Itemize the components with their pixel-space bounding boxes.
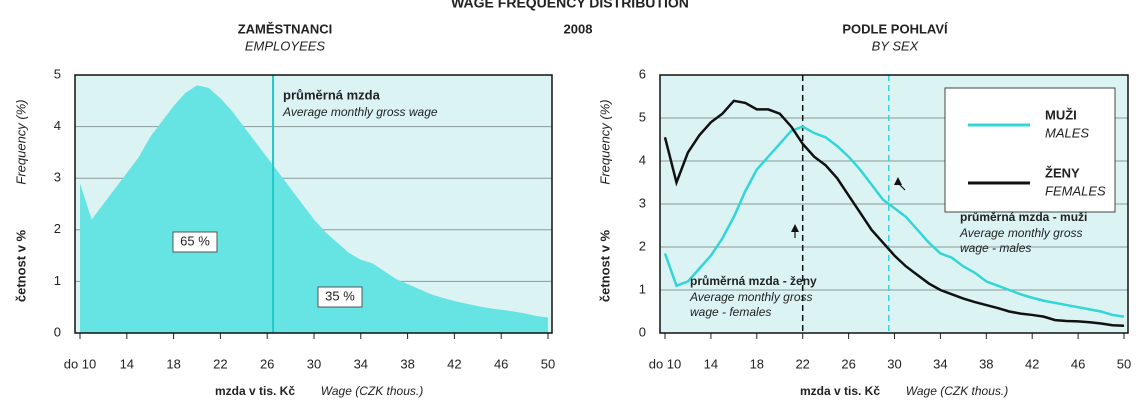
x-tick-label: 42 <box>447 356 461 371</box>
y-tick-label: 2 <box>54 221 61 236</box>
x-tick-label: 46 <box>494 356 508 371</box>
x-axis-label: mzda v tis. Kč <box>215 384 295 398</box>
chart-title: ZAMĚSTNANCI <box>238 21 333 36</box>
annotation-text: Average monthly gross <box>959 226 1083 240</box>
x-tick-label: 46 <box>1071 356 1085 371</box>
chart-subtitle: BY SEX <box>872 38 920 53</box>
x-tick-label: 26 <box>260 356 274 371</box>
annotation-text: wage - females <box>690 305 771 319</box>
legend-box <box>944 87 1116 213</box>
x-tick-label: 14 <box>704 356 718 371</box>
area <box>80 85 548 333</box>
y-axis-label-en: Frequency (%) <box>13 99 28 184</box>
annotation-text: Average monthly gross wage <box>282 105 438 119</box>
x-tick-label: 14 <box>120 356 134 371</box>
area-label-box <box>172 231 218 253</box>
x-axis-label: mzda v tis. Kč <box>800 384 880 398</box>
x-tick-label: 50 <box>1117 356 1131 371</box>
legend-label: ŽENY <box>1045 165 1080 180</box>
x-tick-label: 26 <box>841 356 855 371</box>
x-tick-label: 38 <box>400 356 414 371</box>
area-label-box <box>317 286 363 308</box>
x-tick-label: 22 <box>213 356 227 371</box>
legend-label: MUŽI <box>1045 107 1077 122</box>
x-tick-label: do 10 <box>649 356 682 371</box>
line <box>663 99 1125 327</box>
page-title: WAGE FREQUENCY DISTRIBUTION <box>451 0 689 11</box>
chart-subtitle: EMPLOYEES <box>245 38 326 53</box>
annotation-text: wage - males <box>960 241 1031 255</box>
y-axis-label: četnost v % <box>13 229 28 302</box>
annotation-arrowhead <box>791 224 799 232</box>
x-tick-label: 42 <box>1025 356 1039 371</box>
y-tick-label: 0 <box>639 324 646 339</box>
area-label: 35 % <box>325 288 355 303</box>
annotation-text: Average monthly gross <box>689 290 813 304</box>
line <box>663 125 1125 318</box>
y-tick-label: 0 <box>54 324 61 339</box>
plot-border <box>74 74 553 334</box>
y-tick-label: 3 <box>639 195 646 210</box>
y-tick-label: 1 <box>54 273 61 288</box>
x-tick-label: 34 <box>354 356 368 371</box>
annotation-title: průměrná mzda - muži <box>960 210 1087 224</box>
x-tick-label: do 10 <box>64 356 97 371</box>
chart-title: PODLE POHLAVÍ <box>842 21 948 36</box>
annotation-title: průměrná mzda <box>283 87 381 102</box>
annotation-arrowhead <box>894 177 902 185</box>
annotation-title: průměrná mzda - ženy <box>690 274 817 288</box>
y-tick-label: 1 <box>639 281 646 296</box>
y-tick-label: 4 <box>639 152 646 167</box>
legend-label: FEMALES <box>1045 183 1106 198</box>
x-axis-label-en: Wage (CZK thous.) <box>906 384 1008 398</box>
x-tick-label: 34 <box>933 356 947 371</box>
x-tick-label: 30 <box>887 356 901 371</box>
y-tick-label: 6 <box>639 66 646 81</box>
area-label: 65 % <box>180 233 210 248</box>
x-tick-label: 50 <box>541 356 555 371</box>
y-tick-label: 4 <box>54 118 61 133</box>
x-tick-label: 18 <box>166 356 180 371</box>
x-axis-label-en: Wage (CZK thous.) <box>321 384 423 398</box>
y-tick-label: 5 <box>639 109 646 124</box>
x-tick-label: 18 <box>750 356 764 371</box>
plot-border <box>659 74 1129 334</box>
y-tick-label: 5 <box>54 66 61 81</box>
x-tick-label: 38 <box>979 356 993 371</box>
y-axis-label: četnost v % <box>597 229 612 302</box>
y-tick-label: 2 <box>639 238 646 253</box>
year: 2008 <box>564 21 593 36</box>
y-axis-label-en: Frequency (%) <box>597 99 612 184</box>
y-tick-label: 3 <box>54 170 61 185</box>
x-tick-label: 30 <box>307 356 321 371</box>
legend-label: MALES <box>1045 125 1089 140</box>
x-tick-label: 22 <box>795 356 809 371</box>
